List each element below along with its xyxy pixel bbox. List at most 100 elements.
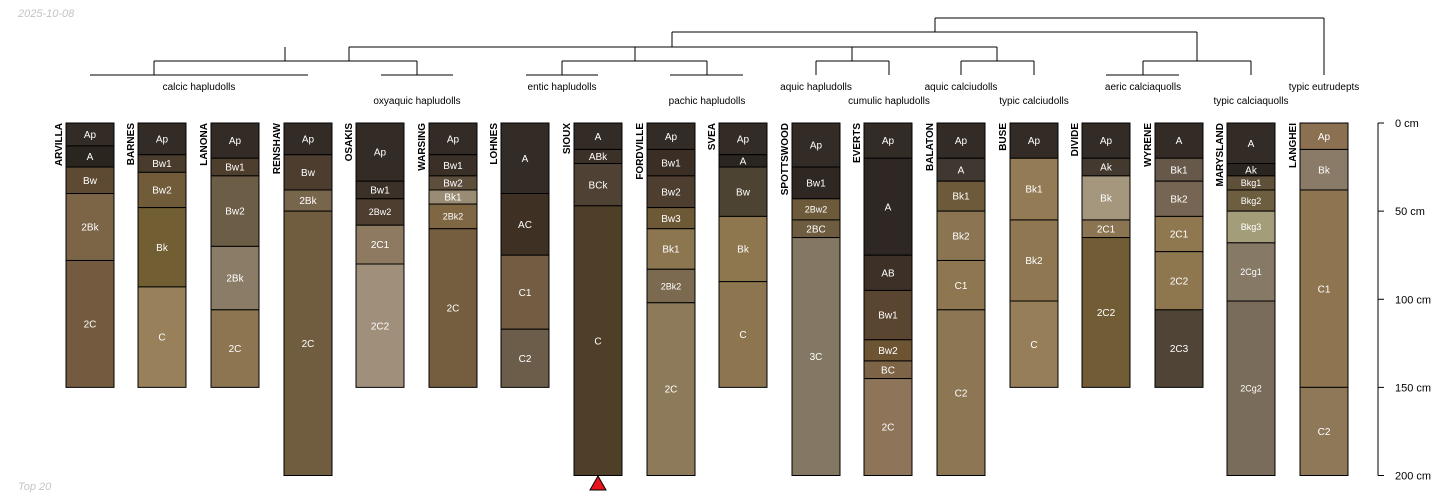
horizon-label: A <box>522 154 529 165</box>
horizon-label: Bw2 <box>878 346 898 357</box>
horizon-label: Bw2 <box>152 186 172 197</box>
horizon <box>355 263 405 388</box>
horizon-label: 2C <box>882 423 895 434</box>
horizon-label: BC <box>881 365 895 376</box>
horizon-label: C <box>158 333 165 344</box>
horizon-label: C <box>1030 340 1037 351</box>
horizon <box>210 309 260 388</box>
profile-name: ARVILLA <box>54 123 65 166</box>
horizon <box>646 268 696 304</box>
horizon-label: 2C2 <box>1097 308 1116 319</box>
horizon-label: Ap <box>882 136 895 147</box>
horizon <box>718 166 768 217</box>
horizon-label: 2Bk <box>81 223 99 234</box>
horizon <box>283 210 333 476</box>
profile-name: BALATON <box>925 123 936 171</box>
horizon <box>428 228 478 388</box>
horizon-label: C2 <box>955 388 968 399</box>
horizon-label: C1 <box>519 288 532 299</box>
horizon <box>500 254 550 330</box>
horizon-label: 2Bk2 <box>661 281 682 291</box>
horizon-label: Bk1 <box>1170 165 1188 176</box>
horizon <box>1226 242 1276 302</box>
horizon-label: 2C1 <box>371 240 390 251</box>
profile-name: WARSING <box>417 123 428 171</box>
profile-name: OSAKIS <box>344 123 355 162</box>
horizon-label: C2 <box>519 354 532 365</box>
profile-name: WYRENE <box>1143 123 1154 167</box>
horizon-label: Ap <box>1100 136 1113 147</box>
horizon-label: Bw1 <box>152 159 172 170</box>
horizon <box>1299 122 1349 150</box>
horizon <box>1226 300 1276 477</box>
taxon-label: typic calciudolls <box>999 96 1068 107</box>
profile-langhei: Ap Bk C1 C2 LANGHEI <box>1288 122 1349 476</box>
horizon <box>355 122 405 182</box>
horizon-label: Bw1 <box>443 161 463 172</box>
horizon-label: A <box>1176 136 1183 147</box>
horizon <box>210 122 260 159</box>
horizon-label: A <box>740 156 747 167</box>
horizon-label: Bw3 <box>661 214 681 225</box>
profile-arvilla: Ap A Bw 2Bk 2C ARVILLA <box>54 122 115 388</box>
horizon <box>65 259 115 388</box>
profile-name: SVEA <box>707 123 718 150</box>
horizon-label: C <box>739 330 746 341</box>
horizon <box>1081 237 1131 388</box>
profile-sioux: A ABk BCk C SIOUX <box>562 122 623 476</box>
horizon-label: Bk1 <box>952 192 970 203</box>
horizon <box>863 254 913 291</box>
horizon <box>646 148 696 177</box>
horizon-label: Ak <box>1100 163 1113 174</box>
horizon-label: Bk <box>1318 165 1331 176</box>
profile-osakis: Ap Bw1 2Bw2 2C1 2C2 OSAKIS <box>344 122 405 388</box>
horizon-label: Bw <box>83 176 98 187</box>
taxon-label: calcic hapludolls <box>163 82 236 93</box>
taxon-label: oxyaquic hapludolls <box>373 96 460 107</box>
horizon-label: Ak <box>1245 165 1258 176</box>
horizon-label: 2C1 <box>1097 224 1116 235</box>
horizon <box>137 286 187 388</box>
horizon-label: Ap <box>810 141 823 152</box>
profile-lohnes: A AC C1 C2 LOHNES <box>489 122 550 388</box>
horizon <box>1009 219 1059 302</box>
horizon-label: 2Bk <box>226 274 244 285</box>
taxon-label: typic eutrudepts <box>1289 82 1360 93</box>
profile-name: BUSE <box>998 123 1009 151</box>
horizon-label: 2Bk2 <box>443 212 464 222</box>
horizon <box>573 122 623 150</box>
profile-buse: Ap Bk1 Bk2 C BUSE <box>998 122 1059 388</box>
profile-spottswood: Ap Bw1 2Bw2 2BC 3C SPOTTSWOOD <box>780 122 841 476</box>
horizon-label: 2C2 <box>371 321 390 332</box>
horizon <box>1081 122 1131 159</box>
highlight-marker <box>589 474 607 491</box>
horizon-label: 2Bw2 <box>805 205 828 215</box>
taxon-labels: calcic hapludolls oxyaquic hapludolls enti… <box>163 82 1360 107</box>
horizon-label: A <box>885 202 892 213</box>
horizon <box>646 228 696 270</box>
horizon-label: 2C1 <box>1170 230 1189 241</box>
horizon <box>1299 386 1349 476</box>
profile-name: LANGHEI <box>1288 123 1299 168</box>
profile-name: DIVIDE <box>1070 123 1081 157</box>
profile-everts: Ap A AB Bw1 Bw2 BC 2C EVERTS <box>852 122 913 476</box>
horizon <box>1154 215 1204 253</box>
horizon <box>863 289 913 341</box>
taxon-label: aquic hapludolls <box>780 82 852 93</box>
horizon-label: 2C <box>665 385 678 396</box>
horizon-label: Bk2 <box>952 231 970 242</box>
profile-renshaw: Ap Bw 2Bk 2C RENSHAW <box>272 122 333 476</box>
horizon-label: 2C <box>447 304 460 315</box>
horizon-label: Bw1 <box>806 179 826 190</box>
horizon-label: 2Bw2 <box>369 207 392 217</box>
horizon-label: Ap <box>156 134 169 145</box>
horizon-label: Bw1 <box>225 163 245 174</box>
horizon <box>863 122 913 159</box>
horizon-label: 2Bk <box>299 196 317 207</box>
profile-name: LANONA <box>199 123 210 166</box>
horizon <box>428 122 478 156</box>
horizon-label: Ap <box>229 136 242 147</box>
horizon-label: Bk <box>737 245 750 256</box>
horizon-label: AB <box>881 268 895 279</box>
